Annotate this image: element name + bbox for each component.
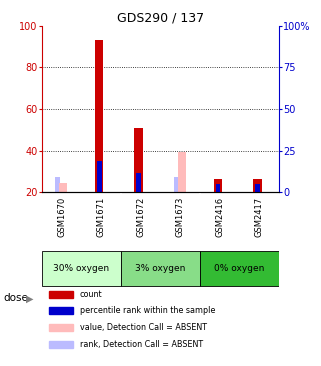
Text: GSM1672: GSM1672: [136, 197, 145, 237]
Bar: [121, 251, 200, 287]
Text: percentile rank within the sample: percentile rank within the sample: [80, 306, 215, 315]
Text: GSM2417: GSM2417: [255, 197, 264, 237]
Text: 0% oxygen: 0% oxygen: [214, 264, 265, 273]
Bar: [49, 341, 73, 348]
Text: GSM1673: GSM1673: [176, 197, 185, 237]
Bar: [200, 251, 279, 287]
Title: GDS290 / 137: GDS290 / 137: [117, 11, 204, 25]
Bar: [97, 161, 101, 192]
Bar: [255, 184, 260, 192]
Text: 30% oxygen: 30% oxygen: [53, 264, 109, 273]
Text: rank, Detection Call = ABSENT: rank, Detection Call = ABSENT: [80, 340, 203, 349]
Bar: [49, 307, 73, 314]
Text: dose: dose: [3, 293, 28, 303]
Bar: [95, 40, 103, 192]
Bar: [55, 176, 60, 192]
Text: 3% oxygen: 3% oxygen: [135, 264, 186, 273]
Text: ▶: ▶: [26, 293, 33, 303]
Text: count: count: [80, 290, 102, 299]
Text: value, Detection Call = ABSENT: value, Detection Call = ABSENT: [80, 323, 207, 332]
Bar: [174, 176, 179, 192]
Text: GSM1671: GSM1671: [97, 197, 106, 237]
Bar: [49, 324, 73, 331]
Bar: [215, 184, 220, 192]
Bar: [136, 173, 141, 192]
Bar: [49, 291, 73, 298]
Bar: [134, 128, 143, 192]
Text: GSM2416: GSM2416: [215, 197, 224, 237]
Bar: [253, 179, 262, 192]
Bar: [178, 152, 186, 192]
Bar: [59, 183, 67, 192]
Bar: [213, 179, 222, 192]
Bar: [42, 251, 121, 287]
Text: GSM1670: GSM1670: [57, 197, 66, 237]
